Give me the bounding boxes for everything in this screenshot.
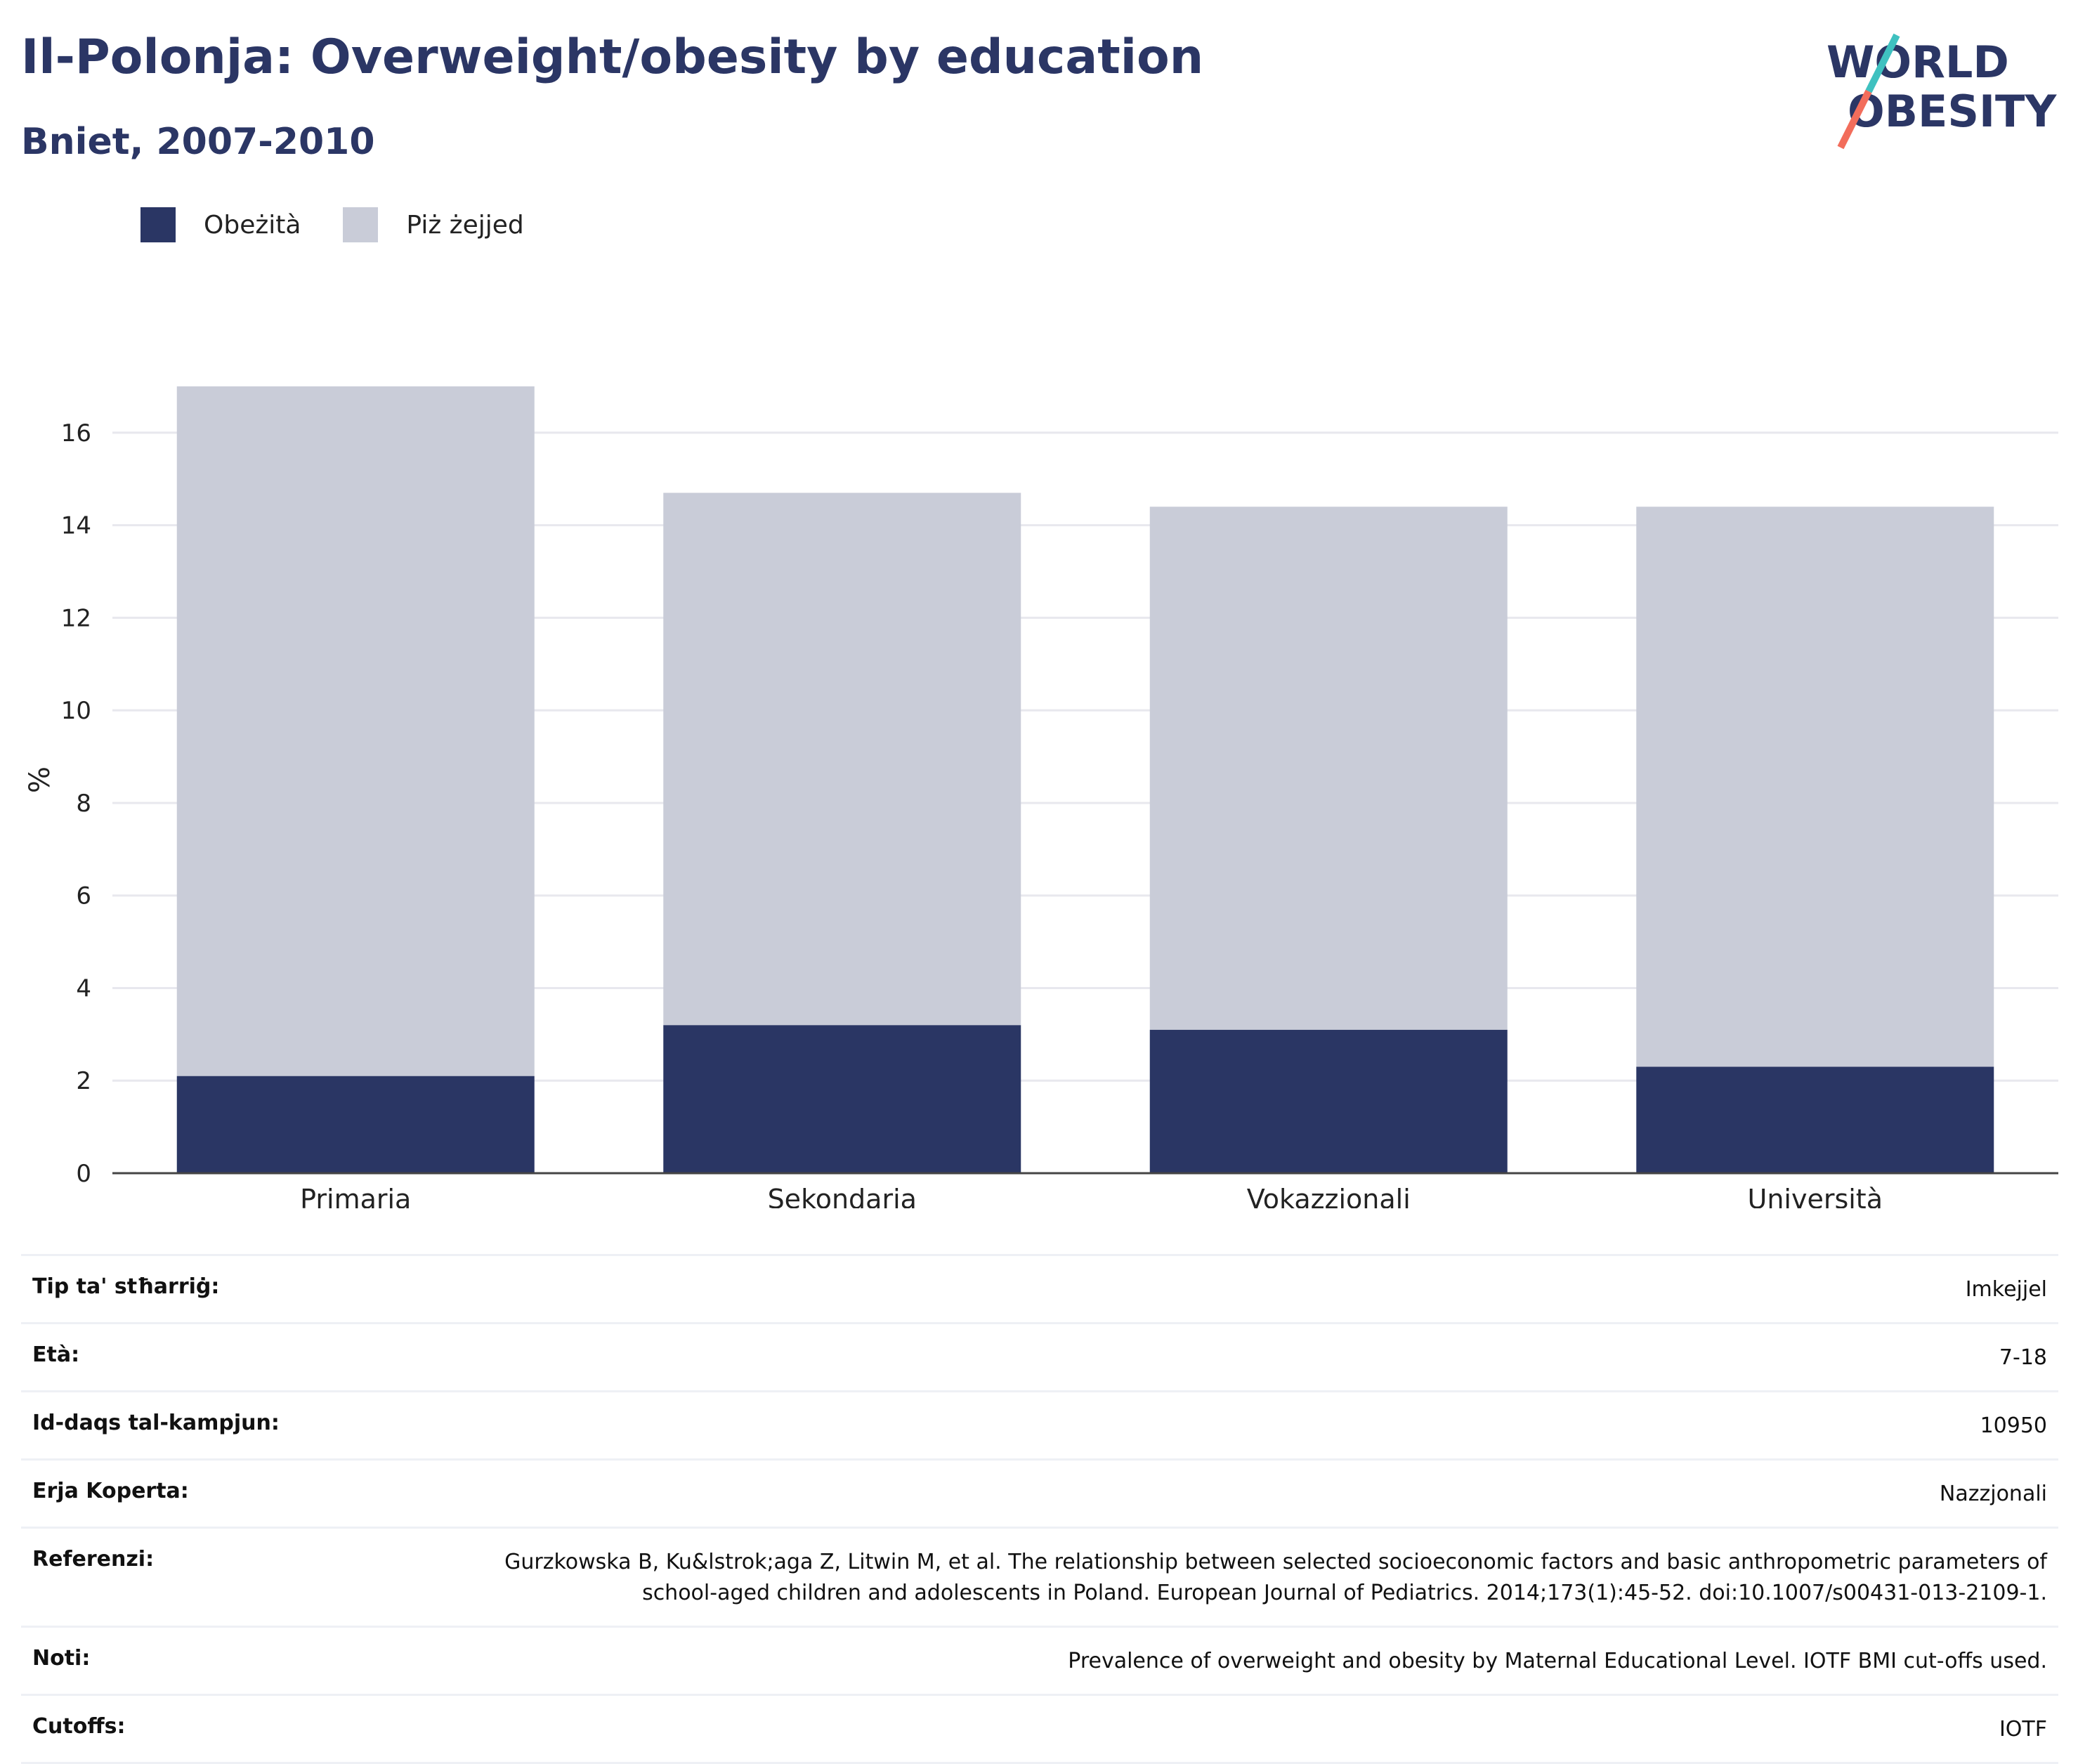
info-row-references: Referenzi: Gurzkowska B, Ku&lstrok;aga Z… <box>21 1527 2058 1626</box>
x-category-label: Primarja <box>300 1184 411 1208</box>
info-key: Tip ta' stħarriġ: <box>32 1274 220 1299</box>
y-tick-label: 2 <box>76 1067 91 1095</box>
y-tick-label: 8 <box>76 790 91 818</box>
x-category-label: Vokazzjonali <box>1247 1184 1411 1208</box>
info-row-age: Età: 7-18 <box>21 1322 2058 1390</box>
bar-obesity <box>176 1076 535 1173</box>
info-key: Referenzi: <box>32 1547 155 1572</box>
y-tick-label: 16 <box>61 419 91 447</box>
legend-swatch-overweight <box>343 207 379 242</box>
info-row-cutoffs: Cutoffs: IOTF <box>21 1694 2058 1764</box>
chart-legend: Obeżità Piż żejjed <box>141 207 566 242</box>
bar-overweight <box>1149 507 1508 1030</box>
page-subtitle: Bniet, 2007-2010 <box>21 121 375 163</box>
legend-swatch-obesity <box>141 207 176 242</box>
info-key: Noti: <box>32 1646 91 1671</box>
svg-text:WORLD: WORLD <box>1827 37 2009 88</box>
bar-chart: 0 2 4 6 8 10 12 14 16 Primarja Sekondarja Vokazzjon… <box>24 386 2058 1208</box>
y-tick-label: 6 <box>76 882 91 910</box>
y-tick-label: 0 <box>76 1160 91 1188</box>
y-axis-title: % <box>24 766 56 793</box>
svg-text:OBESITY: OBESITY <box>1848 86 2057 137</box>
info-value: Prevalence of overweight and obesity by … <box>1068 1649 2047 1673</box>
page-title: Il-Polonja: Overweight/obesity by educat… <box>21 30 1204 85</box>
bar-overweight <box>176 386 535 1076</box>
info-key: Cutoffs: <box>32 1714 126 1739</box>
info-value: 7-18 <box>1999 1345 2047 1370</box>
info-key: Erja Koperta: <box>32 1479 189 1503</box>
y-tick-label: 4 <box>76 974 91 1002</box>
info-row-area-covered: Erja Koperta: Nazzjonali <box>21 1458 2058 1527</box>
info-row-sample-size: Id-daqs tal-kampjun: 10950 <box>21 1390 2058 1458</box>
info-value: IOTF <box>1999 1717 2047 1742</box>
x-category-label: Sekondarja <box>768 1184 917 1208</box>
x-category-label: Università <box>1748 1184 1883 1208</box>
legend-item-obesity: Obeżità <box>141 207 301 242</box>
info-value: Nazzjonali <box>1939 1482 2047 1506</box>
legend-item-overweight: Piż żejjed <box>343 207 524 242</box>
info-key: Età: <box>32 1342 80 1367</box>
info-value: 10950 <box>1980 1413 2047 1438</box>
world-obesity-logo: WORLD OBESITY <box>1827 33 2057 150</box>
info-key: Id-daqs tal-kampjun: <box>32 1411 280 1435</box>
bar-overweight <box>1636 507 1994 1067</box>
bar-obesity <box>1149 1029 1508 1173</box>
y-tick-label: 10 <box>61 697 91 725</box>
y-tick-label: 14 <box>61 512 91 540</box>
info-row-survey-type: Tip ta' stħarriġ: Imkejjel <box>21 1254 2058 1322</box>
legend-label-overweight: Piż żejjed <box>406 210 524 240</box>
legend-label-obesity: Obeżità <box>204 210 301 240</box>
bar-obesity <box>1636 1066 1994 1173</box>
bar-overweight <box>663 492 1021 1026</box>
info-value: Imkejjel <box>1965 1277 2047 1302</box>
bar-obesity <box>663 1025 1021 1173</box>
info-value: Gurzkowska B, Ku&lstrok;aga Z, Litwin M,… <box>504 1550 2047 1605</box>
survey-info-table: Tip ta' stħarriġ: Imkejjel Età: 7-18 Id-… <box>21 1254 2058 1764</box>
info-row-notes: Noti: Prevalence of overweight and obesi… <box>21 1626 2058 1694</box>
y-tick-label: 12 <box>61 604 91 632</box>
